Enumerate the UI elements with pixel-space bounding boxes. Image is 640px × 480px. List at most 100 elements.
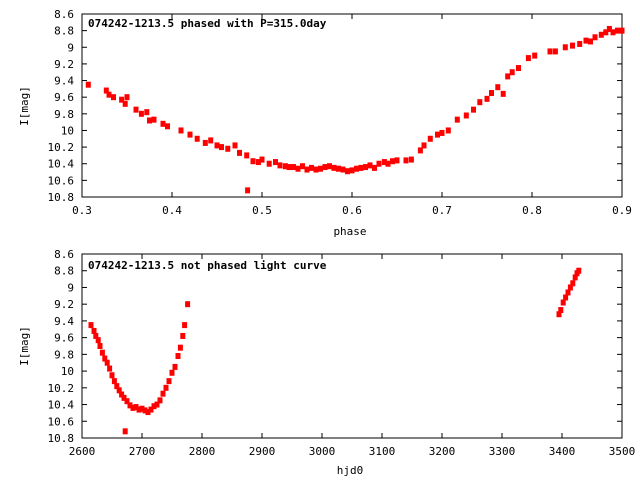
data-point bbox=[169, 369, 175, 376]
y-tick-label: 10.8 bbox=[48, 191, 75, 204]
y-tick-label: 9.4 bbox=[54, 315, 74, 328]
x-tick-label: 3400 bbox=[549, 445, 576, 458]
x-tick-label: 0.6 bbox=[342, 204, 362, 217]
y-tick-label: 10.2 bbox=[48, 141, 75, 154]
data-point bbox=[390, 158, 395, 165]
data-point bbox=[122, 100, 128, 107]
y-tick-label: 9 bbox=[67, 281, 74, 294]
data-point bbox=[588, 38, 593, 45]
x-tick-label: 3100 bbox=[369, 445, 396, 458]
data-point bbox=[558, 307, 564, 314]
data-point bbox=[354, 165, 359, 172]
data-point bbox=[309, 164, 314, 171]
data-point bbox=[124, 94, 130, 101]
data-point bbox=[603, 29, 609, 36]
data-point bbox=[245, 187, 251, 194]
data-point bbox=[142, 407, 148, 414]
data-point bbox=[340, 166, 346, 173]
data-point bbox=[277, 162, 283, 169]
data-point bbox=[408, 156, 414, 163]
data-point bbox=[172, 363, 178, 370]
x-tick-label: 3300 bbox=[489, 445, 516, 458]
data-point bbox=[567, 284, 573, 291]
data-point bbox=[119, 96, 125, 103]
data-point bbox=[547, 48, 553, 55]
data-point bbox=[358, 164, 364, 171]
data-point bbox=[484, 95, 490, 102]
data-point bbox=[136, 406, 142, 413]
data-point bbox=[367, 162, 373, 169]
data-point bbox=[495, 84, 501, 91]
x-axis-label: phase bbox=[333, 225, 366, 238]
data-point bbox=[563, 294, 569, 301]
data-point bbox=[291, 164, 296, 171]
data-point bbox=[327, 163, 332, 170]
x-tick-label: 0.5 bbox=[252, 204, 272, 217]
y-tick-label: 10.4 bbox=[48, 399, 75, 412]
data-point bbox=[99, 349, 105, 356]
data-point bbox=[138, 110, 144, 117]
data-point bbox=[225, 145, 231, 152]
data-point bbox=[214, 142, 220, 149]
y-axis-label: I[mag] bbox=[18, 326, 31, 366]
data-point bbox=[516, 65, 521, 72]
y-tick-label: 8.8 bbox=[54, 265, 74, 278]
data-point bbox=[202, 139, 208, 146]
data-point bbox=[606, 25, 612, 32]
data-point bbox=[336, 165, 341, 172]
data-point bbox=[477, 99, 483, 106]
data-point bbox=[102, 355, 108, 362]
x-tick-label: 0.8 bbox=[522, 204, 542, 217]
data-point bbox=[286, 164, 292, 171]
data-points bbox=[85, 25, 625, 194]
data-point bbox=[107, 365, 113, 372]
x-tick-label: 0.7 bbox=[432, 204, 452, 217]
data-point bbox=[157, 397, 163, 404]
axis-ticks: 0.3 0.4 0.5 0.6 0.7 0.8 0.9 8.6 8.8 9 9.2 9.4 9.6 9.8… bbox=[48, 8, 632, 217]
x-tick-label: 0.9 bbox=[612, 204, 632, 217]
data-point bbox=[88, 322, 94, 329]
data-point bbox=[463, 112, 469, 119]
data-point bbox=[133, 404, 139, 411]
data-point bbox=[180, 332, 186, 339]
data-point bbox=[244, 152, 250, 159]
data-point bbox=[194, 135, 200, 142]
data-point bbox=[376, 160, 382, 167]
data-point bbox=[552, 48, 558, 55]
y-tick-label: 8.6 bbox=[54, 248, 74, 261]
y-tick-label: 10.2 bbox=[48, 382, 75, 395]
data-point bbox=[145, 409, 151, 416]
data-point bbox=[259, 156, 265, 163]
chart-title: 074242-1213.5 not phased light curve bbox=[88, 259, 327, 272]
data-point bbox=[266, 160, 272, 167]
data-point bbox=[122, 428, 128, 435]
data-point bbox=[91, 327, 97, 334]
data-point bbox=[592, 34, 598, 41]
data-point bbox=[318, 165, 323, 172]
data-point bbox=[114, 383, 120, 390]
data-point bbox=[273, 159, 278, 166]
data-point bbox=[385, 160, 391, 167]
y-tick-label: 10.8 bbox=[48, 432, 75, 445]
data-point bbox=[178, 127, 184, 134]
data-point bbox=[427, 135, 433, 142]
y-tick-label: 9.6 bbox=[54, 332, 74, 345]
y-tick-label: 10 bbox=[61, 124, 74, 137]
data-point bbox=[177, 344, 183, 351]
data-point bbox=[147, 117, 152, 124]
data-point bbox=[103, 87, 109, 94]
data-point bbox=[505, 73, 511, 80]
data-point bbox=[560, 299, 566, 306]
x-tick-label: 0.4 bbox=[162, 204, 182, 217]
data-point bbox=[133, 106, 139, 113]
data-point bbox=[565, 289, 571, 296]
data-point bbox=[394, 157, 400, 164]
data-point bbox=[232, 142, 238, 149]
y-tick-label: 10.4 bbox=[48, 158, 75, 171]
data-point bbox=[104, 359, 110, 366]
x-tick-label: 2900 bbox=[249, 445, 276, 458]
x-axis-label: hjd0 bbox=[337, 464, 364, 477]
data-point bbox=[185, 301, 191, 308]
data-point bbox=[500, 90, 506, 97]
data-point bbox=[583, 37, 589, 44]
